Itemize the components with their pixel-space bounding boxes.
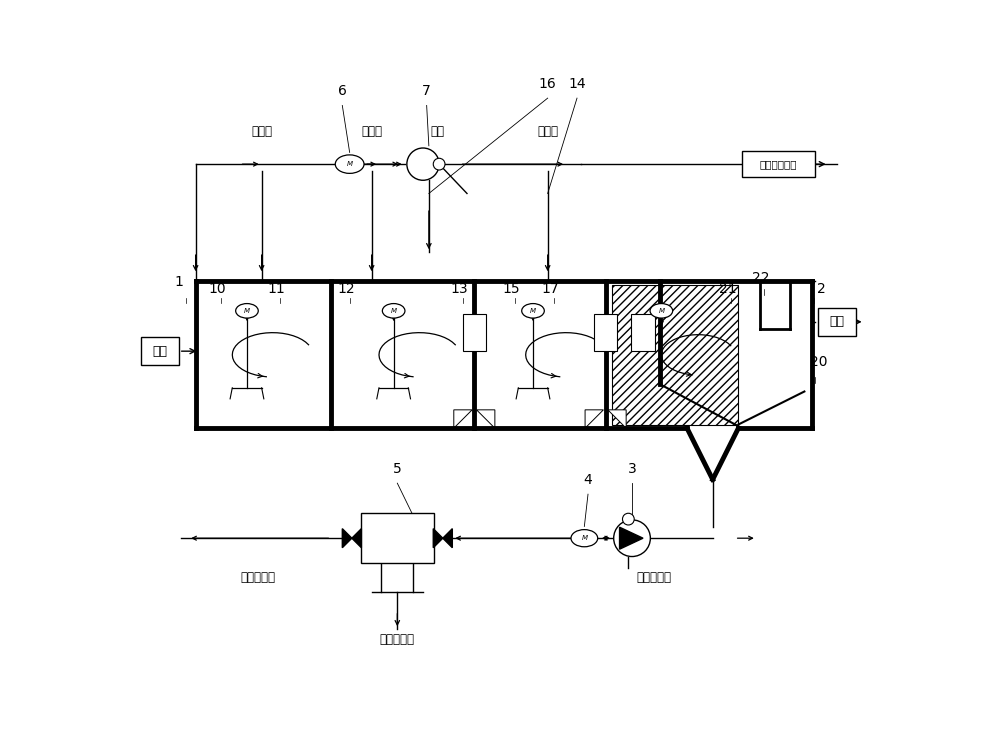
Text: 4: 4 — [584, 473, 592, 487]
Text: 16: 16 — [539, 77, 557, 91]
Polygon shape — [433, 528, 443, 548]
Circle shape — [614, 520, 650, 556]
Bar — [361, 514, 434, 563]
Circle shape — [407, 148, 439, 180]
Bar — [631, 315, 655, 351]
Bar — [612, 285, 738, 424]
Text: 进水: 进水 — [152, 344, 167, 358]
Circle shape — [433, 158, 445, 170]
FancyBboxPatch shape — [141, 337, 179, 365]
Polygon shape — [585, 410, 603, 428]
Text: M: M — [581, 535, 587, 541]
Text: 6: 6 — [338, 84, 347, 98]
Text: 出水: 出水 — [829, 316, 844, 328]
Polygon shape — [352, 528, 361, 548]
Text: 14: 14 — [568, 77, 586, 91]
Ellipse shape — [335, 155, 364, 174]
Text: 17: 17 — [541, 282, 559, 296]
Text: 12: 12 — [337, 282, 355, 296]
Text: 22: 22 — [752, 271, 769, 285]
Text: 污泥回流管: 污泥回流管 — [380, 633, 415, 646]
Text: 10: 10 — [209, 282, 226, 296]
Text: 剩余污泥管: 剩余污泥管 — [637, 571, 672, 585]
Text: 磁粉回收管: 磁粉回收管 — [240, 571, 275, 585]
Text: 7: 7 — [422, 84, 431, 98]
Text: M: M — [658, 308, 664, 314]
Text: 剩余污泥排放: 剩余污泥排放 — [760, 159, 797, 169]
Text: M: M — [244, 308, 250, 314]
Polygon shape — [443, 528, 452, 548]
Ellipse shape — [236, 304, 258, 318]
Ellipse shape — [522, 304, 544, 318]
Ellipse shape — [650, 304, 673, 318]
Text: 11: 11 — [267, 282, 285, 296]
Ellipse shape — [382, 304, 405, 318]
Polygon shape — [620, 527, 643, 549]
Polygon shape — [454, 410, 472, 428]
Text: 磁粉: 磁粉 — [431, 126, 445, 138]
FancyBboxPatch shape — [818, 308, 856, 336]
Text: 20: 20 — [810, 355, 828, 370]
Circle shape — [622, 514, 634, 525]
Text: 3: 3 — [628, 462, 636, 476]
Text: 活性灰: 活性灰 — [251, 126, 272, 138]
Polygon shape — [477, 410, 495, 428]
Text: 13: 13 — [451, 282, 468, 296]
Text: 混凝剂: 混凝剂 — [361, 126, 382, 138]
FancyBboxPatch shape — [742, 151, 815, 177]
Text: 絮凝剂: 絮凝剂 — [537, 126, 558, 138]
Text: 21: 21 — [719, 282, 736, 296]
Polygon shape — [608, 410, 626, 428]
Text: M: M — [530, 308, 536, 314]
Bar — [594, 315, 617, 351]
Text: M: M — [347, 161, 353, 167]
Polygon shape — [342, 528, 352, 548]
Text: 2: 2 — [817, 282, 826, 296]
Text: 1: 1 — [174, 275, 183, 289]
Ellipse shape — [571, 530, 598, 547]
Text: 5: 5 — [393, 462, 402, 476]
Text: 15: 15 — [502, 282, 520, 296]
Bar — [463, 315, 486, 351]
Text: M: M — [391, 308, 397, 314]
